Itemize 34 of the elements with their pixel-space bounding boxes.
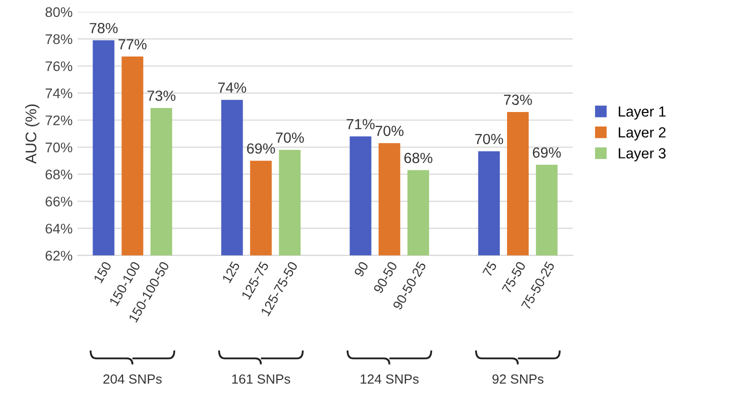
data-label: 70% xyxy=(475,134,504,144)
legend-label: Layer 3 xyxy=(618,148,666,162)
y-tick-label: 76% xyxy=(46,61,72,72)
data-label: 74% xyxy=(218,82,246,93)
y-tick-label: 64% xyxy=(46,224,72,234)
data-label: 70% xyxy=(376,126,404,136)
y-tick-label: 80% xyxy=(46,7,72,18)
data-label: 77% xyxy=(118,39,147,50)
x-tick-label: 90 xyxy=(354,260,369,278)
text: 92 SNPs xyxy=(492,374,544,384)
data-label: 68% xyxy=(404,152,432,164)
x-tick-label: 125 xyxy=(222,260,240,284)
data-label: 71% xyxy=(346,119,375,130)
y-tick-label: 72% xyxy=(46,115,72,126)
y-tick-label: 68% xyxy=(46,170,72,180)
y-tick-label: 62% xyxy=(46,250,72,261)
x-tick-label: 150 xyxy=(93,260,112,284)
text: 161 SNPs xyxy=(232,374,290,384)
x-tick-label: 75 xyxy=(482,261,498,278)
text: 124 SNPs xyxy=(360,374,419,384)
data-label: 69% xyxy=(247,143,275,154)
data-label: 70% xyxy=(276,132,304,143)
legend-label: Layer 1 xyxy=(618,106,666,120)
y-tick-label: 66% xyxy=(46,196,72,206)
data-label: 73% xyxy=(147,90,176,101)
legend-label: Layer 2 xyxy=(618,127,666,140)
y-tick-label: 70% xyxy=(46,142,72,152)
y-axis-title: AUC (%) xyxy=(25,104,40,164)
data-label: 78% xyxy=(90,22,118,34)
data-label: 73% xyxy=(504,94,532,105)
text: 204 SNPs xyxy=(103,374,162,384)
y-tick-label: 78% xyxy=(46,34,72,44)
y-tick-label: 74% xyxy=(46,88,72,98)
data-label: 69% xyxy=(532,147,561,158)
